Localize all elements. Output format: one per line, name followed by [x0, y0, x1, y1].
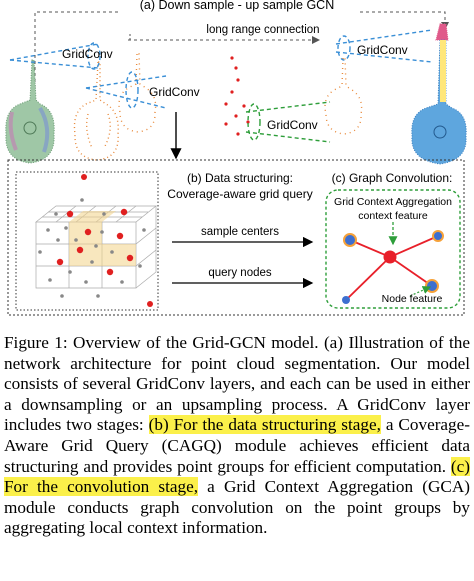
graph-node-1	[343, 233, 357, 247]
graph-node-3	[342, 296, 350, 304]
grid-points	[38, 174, 153, 307]
caption-highlight-b: (b) For the data structuring stage,	[148, 415, 381, 435]
panel-b-title-2: Coverage-aware grid query	[167, 187, 312, 201]
gca-label-1: Grid Context Aggregation	[334, 196, 452, 208]
graph-node-4	[425, 279, 439, 293]
graph-conv-panel	[325, 189, 461, 309]
graph-node-2	[432, 230, 444, 242]
caption-text-3: a Grid Context Aggregation (GCA) module …	[4, 477, 470, 538]
input-point-cloud-guitar	[5, 59, 55, 164]
figure-illustration: (a) Down sample - up sample GCN long ran…	[5, 0, 467, 316]
gridconv-label-1: GridConv	[62, 47, 113, 61]
gridconv-cone-2	[85, 71, 167, 109]
caption-text-1: Figure 1: Overview of the Grid-GCN model…	[4, 333, 470, 435]
graph-edges	[345, 235, 439, 301]
figure-caption: Figure 1: Overview of the Grid-GCN model…	[4, 333, 470, 539]
highlighted-voxels	[69, 211, 136, 266]
panel-c-title: (c) Graph Convolution:	[332, 171, 453, 185]
long-range-label: long range connection	[206, 24, 319, 36]
grid-query-panel	[15, 171, 159, 311]
gridconv-cone-3	[245, 101, 331, 143]
node-feature-label: Node feature	[382, 293, 443, 305]
gridconv-label-3: GridConv	[267, 118, 318, 132]
panel-b-title-1: (b) Data structuring:	[187, 171, 293, 185]
sparse-red-points	[224, 56, 250, 136]
network-title: (a) Down sample - up sample GCN	[140, 0, 335, 12]
upsampled-point-cloud-1	[324, 57, 363, 135]
output-segmentation-guitar	[411, 23, 467, 165]
downsampled-point-cloud-1	[73, 61, 119, 161]
graph-center-node	[383, 250, 397, 264]
detail-box	[7, 159, 465, 316]
gridconv-cone-4	[335, 29, 433, 63]
gridconv-label-4: GridConv	[357, 43, 408, 57]
sample-centers-label: sample centers	[201, 226, 279, 238]
caption-text-2: a Coverage-Aware Grid Query (CAGQ) modul…	[4, 415, 470, 476]
gca-label-2: context feature	[358, 210, 428, 222]
gridconv-cone-1	[9, 42, 101, 70]
gridconv-label-2: GridConv	[149, 85, 200, 99]
query-nodes-label: query nodes	[208, 267, 272, 279]
